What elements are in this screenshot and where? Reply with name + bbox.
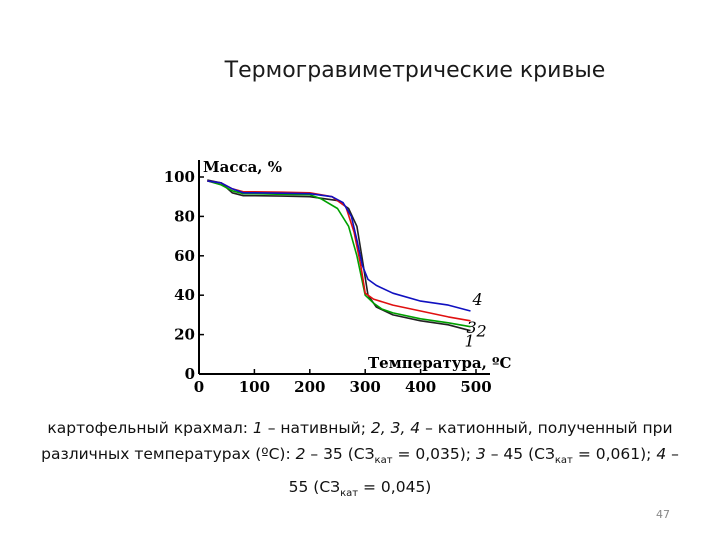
series-line-4 [207, 180, 471, 312]
caption-curve-num: 4 [656, 445, 667, 463]
curve-label-4: 4 [471, 290, 482, 309]
x-tick-label: 300 [350, 378, 381, 396]
y-tick-label: 40 [174, 286, 195, 304]
figure-caption: картофельный крахмал: 1 – нативный; 2, 3… [40, 415, 680, 507]
page-number: 47 [656, 508, 670, 521]
tga-chart: 0 100 200 300 400 500 0 20 40 60 80 100 Масса, % Те… [164, 158, 512, 396]
series-group [207, 179, 471, 332]
caption-text: – 55 (СЗ [288, 445, 679, 497]
x-axis-label: Температура, ºС [368, 354, 512, 372]
tick-group: 0 100 200 300 400 500 0 20 40 60 80 100 [164, 168, 492, 396]
caption-curve-num: 1 [252, 419, 263, 437]
curve-label-3: 3 [466, 318, 476, 337]
caption-text: картофельный крахмал: [47, 419, 253, 437]
caption-text: – катионный, полученный при различных те… [41, 419, 673, 463]
x-tick-label: 0 [194, 378, 204, 396]
curve-label-1: 1 [464, 332, 474, 351]
y-tick-label: 20 [174, 326, 195, 344]
series-line-3 [207, 180, 471, 322]
caption-text: – нативный; [262, 419, 371, 437]
curve-label-2: 2 [475, 322, 486, 341]
caption-text: = 0,061); [572, 445, 657, 463]
caption-text: = 0,035); [392, 445, 476, 463]
caption-curve-num: 2, 3, 4 [370, 419, 421, 437]
x-tick-label: 500 [460, 378, 491, 396]
caption-curve-num: 3 [475, 445, 486, 463]
chart-axes [198, 160, 490, 375]
slide-title: Термогравиметрические кривые [224, 58, 606, 83]
series-line-2 [207, 180, 471, 328]
y-tick-label: 0 [185, 365, 195, 383]
caption-subscript: кат [340, 488, 359, 500]
x-tick-label: 100 [239, 378, 270, 396]
x-tick-label: 400 [405, 378, 436, 396]
y-tick-label: 80 [174, 207, 195, 225]
caption-subscript: кат [554, 455, 573, 467]
caption-subscript: кат [374, 455, 393, 467]
y-axis-label: Масса, % [203, 158, 282, 176]
caption-curve-num: 2 [295, 445, 306, 463]
x-tick-label: 200 [294, 378, 325, 396]
caption-text: – 35 (СЗ [305, 445, 375, 463]
caption-text: = 0,045) [358, 478, 432, 497]
caption-text: – 45 (СЗ [485, 445, 555, 463]
series-line-1 [207, 179, 471, 332]
y-tick-label: 100 [164, 168, 195, 186]
curve-labels: 123 4 [464, 290, 486, 351]
y-tick-label: 60 [174, 247, 195, 265]
